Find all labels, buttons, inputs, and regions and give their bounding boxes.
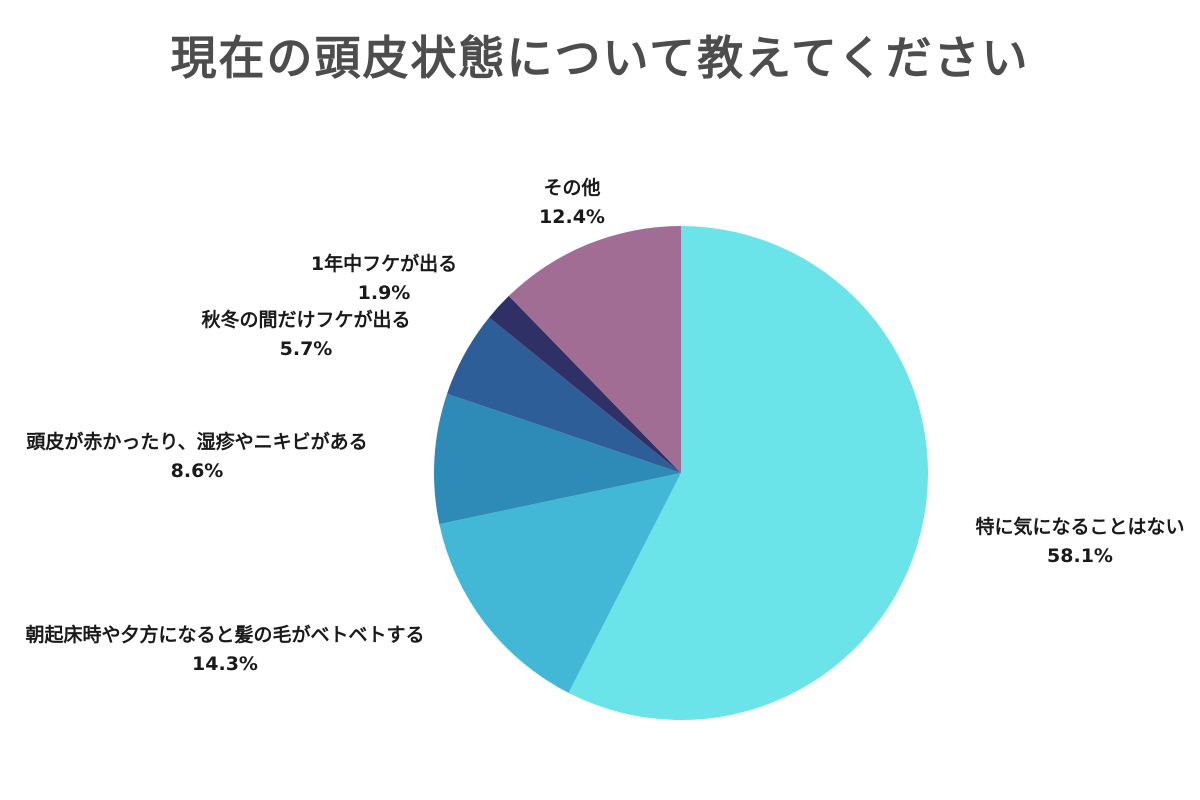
slice-label-1-name: 朝起床時や夕方になると髪の毛がベトベトする [25,624,425,646]
pie-slice-3 [447,317,681,473]
pie-slice-0 [568,226,929,720]
slice-label-5-value: 12.4% [539,206,605,228]
slice-label-3-value: 5.7% [279,338,333,360]
slice-label-1-value: 14.3% [192,653,258,675]
pie-slice-1 [439,473,681,693]
slice-label-1: 朝起床時や夕方になると髪の毛がベトベトする 14.3% [25,621,424,679]
slice-label-0: 特に気になることはない 58.1% [975,513,1184,571]
pie-slice-4 [489,295,681,473]
slice-label-2: 頭皮が赤かったり、湿疹やニキビがある 8.6% [26,428,367,486]
pie-slice-2 [433,393,681,525]
slice-label-0-value: 58.1% [1047,545,1113,567]
slice-label-5: その他 12.4% [539,174,605,232]
slice-label-2-name: 頭皮が赤かったり、湿疹やニキビがある [26,431,368,453]
chart-title: 現在の頭皮状態について教えてください [170,31,1030,85]
pie-slice-5 [508,226,681,473]
slice-label-3: 秋冬の間だけフケが出る 5.7% [201,306,410,364]
slice-label-4-value: 1.9% [357,282,411,304]
slice-label-2-value: 8.6% [170,460,224,482]
slice-label-3-name: 秋冬の間だけフケが出る [201,309,411,331]
slice-label-0-name: 特に気になることはない [975,516,1185,538]
slice-label-4-name: 1年中フケが出る [310,253,458,275]
slice-label-4: 1年中フケが出る 1.9% [311,250,457,308]
slice-label-5-name: その他 [543,177,601,199]
